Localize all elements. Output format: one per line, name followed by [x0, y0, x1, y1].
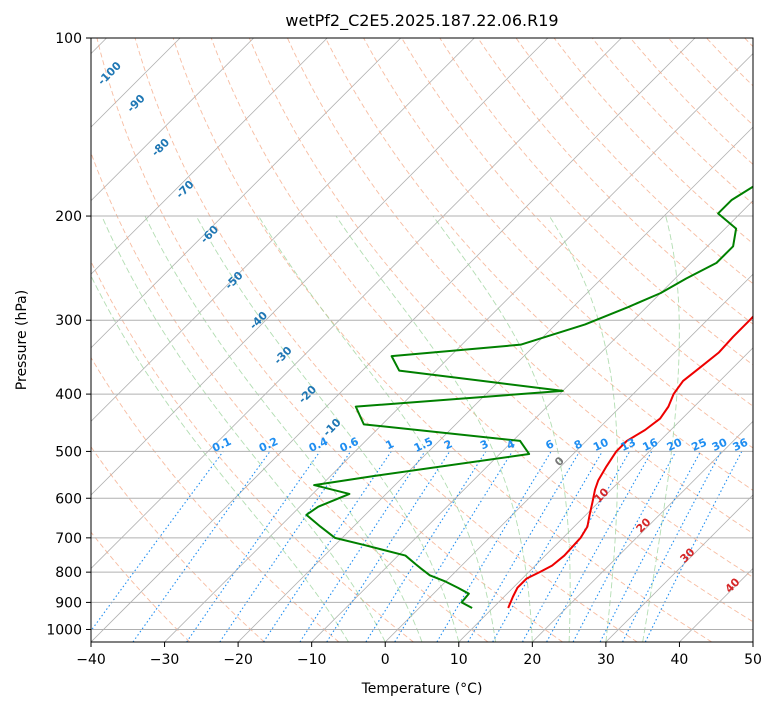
isotherm-line — [91, 38, 696, 642]
x-tick-label: 20 — [523, 652, 541, 668]
dry-adiabat-line — [210, 38, 753, 623]
mixing-ratio-line — [521, 451, 631, 642]
mixing-ratio-label: 20 — [665, 436, 685, 454]
y-tick-label: 600 — [55, 491, 82, 507]
mixing-ratio-line — [436, 451, 552, 642]
mixing-ratio-line — [394, 451, 513, 642]
profile-line-0 — [507, 315, 753, 609]
isotherm-line — [237, 126, 753, 642]
x-tick-label: 40 — [671, 652, 689, 668]
x-tick-label: −40 — [76, 652, 106, 668]
y-axis-ticks: 100 200 300 400 500 600 700 800 900 1000 — [46, 31, 91, 638]
dry-adiabat-line — [134, 38, 638, 642]
dry-adiabat-line — [91, 260, 414, 642]
dry-adiabat-line — [591, 38, 753, 205]
y-tick-label: 400 — [55, 387, 82, 403]
chart-title: wetPf2_C2E5.2025.187.22.06.R19 — [285, 11, 558, 31]
x-tick-label: −10 — [297, 652, 327, 668]
moist-adiabat-line — [432, 215, 571, 642]
isotherm-line — [91, 38, 328, 275]
dry-adiabat-line — [248, 38, 753, 578]
x-tick-label: 10 — [450, 652, 468, 668]
x-axis-ticks: −40 −30 −20 −10 0 10 20 30 40 50 — [76, 642, 762, 668]
mixing-ratio-label: 10 — [591, 436, 611, 454]
mixing-ratio-line — [572, 451, 677, 642]
mixing-ratio-label: 25 — [689, 436, 708, 454]
background-lines — [91, 38, 753, 642]
y-tick-label: 700 — [55, 531, 82, 547]
dry-adiabat-line — [91, 531, 190, 642]
moist-adiabat-line — [91, 274, 349, 642]
dry-adiabat-line — [96, 38, 563, 642]
dry-adiabat-line — [363, 38, 753, 449]
x-tick-label: 0 — [381, 652, 390, 668]
isotherm-line — [91, 38, 475, 422]
moist-adiabat-line — [144, 215, 423, 642]
isotherm-line — [458, 347, 753, 642]
y-tick-label: 100 — [55, 31, 82, 47]
y-tick-label: 1000 — [46, 622, 82, 638]
plot-frame — [90, 37, 754, 643]
dry-adiabat-line — [91, 151, 489, 642]
y-tick-label: 900 — [55, 595, 82, 611]
moist-adiabat-line — [258, 215, 497, 642]
y-tick-label: 300 — [55, 313, 82, 329]
x-tick-label: 50 — [744, 652, 762, 668]
mixing-ratio-line — [546, 451, 653, 642]
mixing-ratio-line — [326, 451, 451, 642]
isotherm-line — [91, 38, 254, 202]
isotherm-line — [91, 38, 622, 570]
dry-adiabat-line — [91, 356, 340, 642]
mixing-ratio-line — [91, 451, 224, 632]
dry-adiabat-line — [477, 38, 753, 325]
pressure-grid — [91, 38, 753, 630]
mixing-ratio-line — [467, 451, 581, 642]
mixing-ratio-line — [365, 451, 487, 642]
x-tick-label: −30 — [150, 652, 180, 668]
profile-line-1 — [305, 185, 753, 609]
isotherm-line — [91, 38, 549, 496]
dry-adiabat-line — [287, 38, 753, 534]
mixing-ratio-line — [132, 451, 271, 642]
dry-adiabat-line — [325, 38, 753, 491]
mixing-ratio-label: 36 — [731, 436, 751, 454]
moist-adiabat-line — [335, 215, 533, 642]
dry-adiabat-line — [439, 38, 753, 366]
dry-adiabat-line — [515, 38, 753, 285]
x-axis-label: Temperature (°C) — [361, 681, 483, 697]
isotherm-line — [532, 420, 753, 642]
y-axis-label: Pressure (hPa) — [14, 290, 30, 390]
isotherm-line — [384, 273, 753, 642]
isotherm-line — [164, 52, 753, 642]
y-tick-label: 800 — [55, 565, 82, 581]
mixing-ratio-label: 30 — [710, 436, 730, 454]
y-tick-label: 500 — [55, 444, 82, 460]
moist-adiabat-line — [101, 215, 386, 642]
y-tick-label: 200 — [55, 209, 82, 225]
isotherm-line — [91, 38, 402, 349]
mixing-ratio-label: 16 — [641, 436, 661, 454]
x-tick-label: −20 — [223, 652, 253, 668]
profile-series — [305, 185, 753, 609]
dry-adiabat-line — [401, 38, 753, 407]
mixing-ratio-label: 13 — [618, 436, 637, 454]
moist-adiabat-line — [195, 215, 460, 642]
x-tick-label: 30 — [597, 652, 615, 668]
isotherm-line — [605, 494, 753, 642]
dry-adiabat-line — [172, 38, 713, 642]
mixing-ratio-line — [492, 451, 603, 642]
